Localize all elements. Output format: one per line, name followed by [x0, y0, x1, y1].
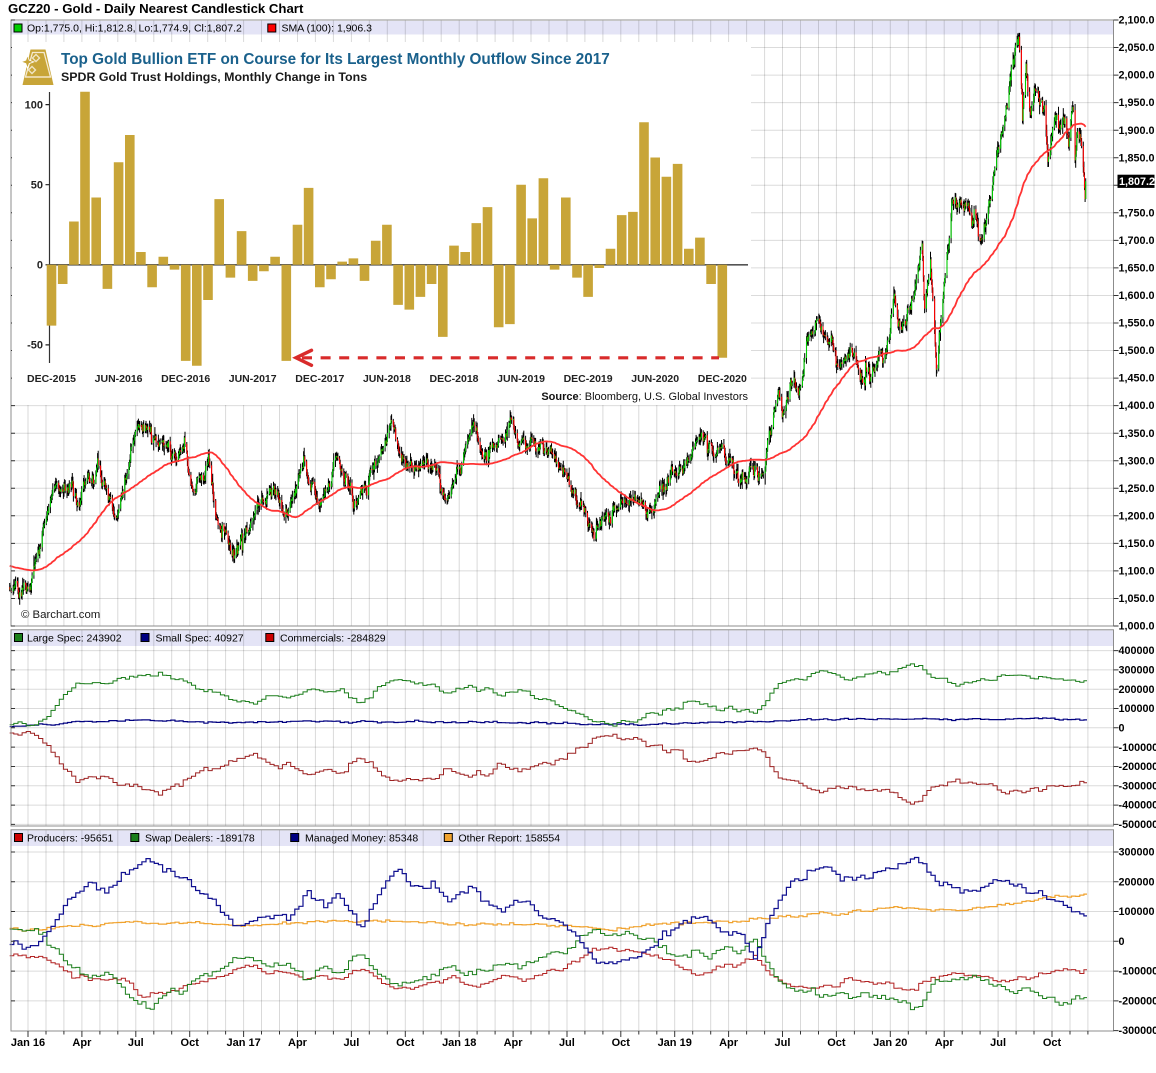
- svg-text:1,750.0: 1,750.0: [1119, 207, 1155, 219]
- svg-text:-200000: -200000: [1119, 761, 1156, 773]
- svg-text:-50: -50: [27, 340, 43, 352]
- svg-text:Apr: Apr: [719, 1037, 739, 1049]
- svg-text:300000: 300000: [1119, 665, 1155, 677]
- svg-text:1,150.0: 1,150.0: [1119, 538, 1155, 550]
- svg-text:DEC-2018: DEC-2018: [429, 373, 478, 385]
- svg-text:Oct: Oct: [181, 1037, 200, 1049]
- svg-text:Oct: Oct: [1043, 1037, 1062, 1049]
- svg-text:200000: 200000: [1119, 684, 1155, 696]
- svg-text:SPDR Gold Trust Holdings, Mont: SPDR Gold Trust Holdings, Monthly Change…: [61, 70, 367, 84]
- svg-text:JUN-2017: JUN-2017: [229, 373, 277, 385]
- svg-text:JUN-2016: JUN-2016: [95, 373, 143, 385]
- svg-text:Commercials: -284829: Commercials: -284829: [280, 633, 386, 645]
- svg-text:Oct: Oct: [827, 1037, 846, 1049]
- svg-text:1,300.0: 1,300.0: [1119, 455, 1155, 467]
- svg-text:Apr: Apr: [935, 1037, 955, 1049]
- svg-text:1,000.0: 1,000.0: [1119, 621, 1155, 633]
- svg-text:1,700.0: 1,700.0: [1119, 235, 1155, 247]
- svg-text:JUN-2018: JUN-2018: [363, 373, 411, 385]
- svg-text:Jul: Jul: [990, 1037, 1006, 1049]
- svg-text:Large Spec: 243902: Large Spec: 243902: [27, 633, 122, 645]
- svg-text:-500000: -500000: [1119, 819, 1156, 831]
- svg-text:Apr: Apr: [72, 1037, 92, 1049]
- svg-text:Jan 20: Jan 20: [873, 1037, 907, 1049]
- svg-text:-100000: -100000: [1119, 966, 1156, 978]
- svg-text:Op:1,775.0, Hi:1,812.8, Lo:1,7: Op:1,775.0, Hi:1,812.8, Lo:1,774.9, Cl:1…: [27, 23, 242, 35]
- svg-text:200000: 200000: [1119, 876, 1155, 888]
- svg-text:Jan 17: Jan 17: [226, 1037, 260, 1049]
- svg-text:Oct: Oct: [612, 1037, 631, 1049]
- svg-text:1,807.2: 1,807.2: [1119, 176, 1155, 188]
- svg-text:1,950.0: 1,950.0: [1119, 97, 1155, 109]
- svg-text:Small Spec: 40927: Small Spec: 40927: [156, 633, 244, 645]
- svg-text:100000: 100000: [1119, 906, 1155, 918]
- svg-text:DEC-2017: DEC-2017: [295, 373, 344, 385]
- svg-text:Swap Dealers: -189178: Swap Dealers: -189178: [145, 833, 255, 845]
- svg-text:-400000: -400000: [1119, 800, 1156, 812]
- svg-text:DEC-2015: DEC-2015: [27, 373, 76, 385]
- svg-text:Oct: Oct: [396, 1037, 415, 1049]
- svg-text:Producers: -95651: Producers: -95651: [27, 833, 114, 845]
- svg-text:GCZ20 - Gold - Daily Nearest C: GCZ20 - Gold - Daily Nearest Candlestick…: [8, 1, 304, 16]
- svg-text:JUN-2020: JUN-2020: [631, 373, 679, 385]
- svg-text:Jul: Jul: [343, 1037, 359, 1049]
- svg-text:1,100.0: 1,100.0: [1119, 566, 1155, 578]
- svg-text:1,600.0: 1,600.0: [1119, 290, 1155, 302]
- svg-text:0: 0: [1119, 936, 1125, 948]
- svg-text:2,050.0: 2,050.0: [1119, 42, 1155, 54]
- svg-text:1,050.0: 1,050.0: [1119, 593, 1155, 605]
- svg-text:Jan 16: Jan 16: [11, 1037, 45, 1049]
- svg-text:1,200.0: 1,200.0: [1119, 510, 1155, 522]
- svg-text:DEC-2020: DEC-2020: [698, 373, 747, 385]
- svg-text:Source: Bloomberg, U.S. Global: Source: Bloomberg, U.S. Global Investors: [541, 391, 748, 403]
- svg-text:1,550.0: 1,550.0: [1119, 318, 1155, 330]
- svg-text:JUN-2019: JUN-2019: [497, 373, 545, 385]
- svg-text:50: 50: [31, 180, 43, 192]
- svg-text:300000: 300000: [1119, 847, 1155, 859]
- svg-text:0: 0: [37, 260, 43, 272]
- svg-text:1,350.0: 1,350.0: [1119, 428, 1155, 440]
- svg-text:-200000: -200000: [1119, 996, 1156, 1008]
- svg-text:Jan 18: Jan 18: [442, 1037, 476, 1049]
- svg-text:DEC-2019: DEC-2019: [564, 373, 613, 385]
- svg-text:100000: 100000: [1119, 703, 1155, 715]
- svg-text:2,100.0: 2,100.0: [1119, 15, 1155, 27]
- svg-text:Other Report: 158554: Other Report: 158554: [459, 833, 561, 845]
- svg-text:Managed Money: 85348: Managed Money: 85348: [305, 833, 418, 845]
- svg-text:0: 0: [1119, 722, 1125, 734]
- svg-text:Top Gold Bullion ETF on Course: Top Gold Bullion ETF on Course for Its L…: [61, 51, 610, 68]
- svg-text:Apr: Apr: [504, 1037, 524, 1049]
- svg-text:© Barchart.com: © Barchart.com: [21, 609, 100, 621]
- svg-text:2,000.0: 2,000.0: [1119, 70, 1155, 82]
- svg-text:SMA (100): 1,906.3: SMA (100): 1,906.3: [282, 23, 373, 35]
- svg-text:Jul: Jul: [128, 1037, 144, 1049]
- svg-text:1,450.0: 1,450.0: [1119, 373, 1155, 385]
- svg-text:Jan 19: Jan 19: [658, 1037, 692, 1049]
- svg-text:-300000: -300000: [1119, 1025, 1156, 1037]
- svg-text:1,250.0: 1,250.0: [1119, 483, 1155, 495]
- svg-text:Jul: Jul: [775, 1037, 791, 1049]
- svg-text:1,400.0: 1,400.0: [1119, 400, 1155, 412]
- svg-text:-300000: -300000: [1119, 780, 1156, 792]
- svg-text:1,650.0: 1,650.0: [1119, 263, 1155, 275]
- svg-text:400000: 400000: [1119, 645, 1155, 657]
- svg-text:1,850.0: 1,850.0: [1119, 152, 1155, 164]
- svg-text:100: 100: [25, 99, 43, 111]
- svg-text:DEC-2016: DEC-2016: [161, 373, 210, 385]
- svg-text:1,500.0: 1,500.0: [1119, 345, 1155, 357]
- svg-text:1,900.0: 1,900.0: [1119, 125, 1155, 137]
- svg-text:Apr: Apr: [288, 1037, 308, 1049]
- svg-text:Jul: Jul: [559, 1037, 575, 1049]
- svg-text:-100000: -100000: [1119, 742, 1156, 754]
